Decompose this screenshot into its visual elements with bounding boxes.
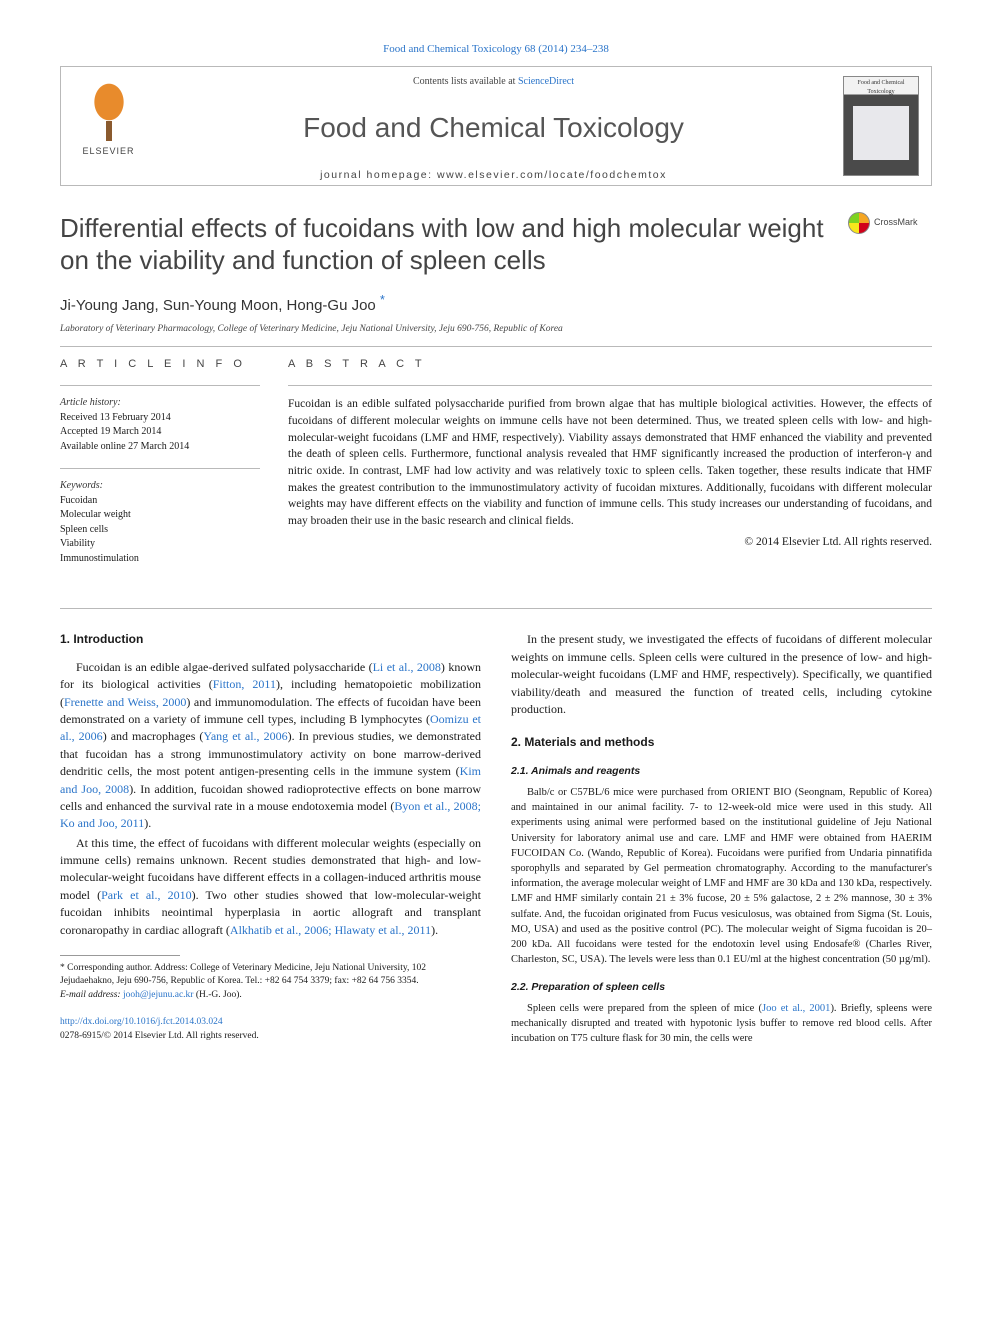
citation-link[interactable]: Joo et al., 2001 [762,1003,830,1014]
article-history-label: Article history: [60,396,260,411]
rule-before-body [60,608,932,609]
authors-names: Ji-Young Jang, Sun-Young Moon, Hong-Gu J… [60,297,376,314]
journal-homepage-url[interactable]: www.elsevier.com/locate/foodchemtox [437,169,667,181]
rule-info [60,385,260,386]
sciencedirect-link[interactable]: ScienceDirect [518,76,574,87]
rule-top [60,346,932,347]
article-info-column: A R T I C L E I N F O Article history: R… [60,357,260,580]
header-center: Contents lists available at ScienceDirec… [156,67,831,185]
citation-link[interactable]: Fitton, 2011 [213,677,276,691]
running-head: Food and Chemical Toxicology 68 (2014) 2… [60,42,932,58]
authors-line: Ji-Young Jang, Sun-Young Moon, Hong-Gu J… [60,291,932,317]
abstract-column: A B S T R A C T Fucoidan is an edible su… [288,357,932,580]
abstract-copyright: © 2014 Elsevier Ltd. All rights reserved… [288,534,932,551]
affiliation: Laboratory of Veterinary Pharmacology, C… [60,323,932,337]
running-head-text[interactable]: Food and Chemical Toxicology 68 (2014) 2… [383,43,609,55]
subsection-2-2-text: Spleen cells were prepared from the sple… [511,1001,932,1047]
intro-paragraph-1: Fucoidan is an edible algae-derived sulf… [60,659,481,833]
email-label: E-mail address: [60,990,123,1000]
citation-link[interactable]: Alkhatib et al., 2006; Hlawaty et al., 2… [230,923,431,937]
article-info-heading: A R T I C L E I N F O [60,357,260,373]
email-footnote: E-mail address: jooh@jejunu.ac.kr (H.-G.… [60,989,481,1002]
intro-paragraph-3: In the present study, we investigated th… [511,631,932,718]
corresponding-symbol[interactable]: * [380,293,385,307]
article-title: Differential effects of fucoidans with l… [60,212,840,277]
corresponding-footnote: * Corresponding author. Address: College… [60,962,481,989]
email-suffix: (H.-G. Joo). [193,990,241,1000]
subsection-2-1-text: Balb/c or C57BL/6 mice were purchased fr… [511,785,932,968]
elsevier-tree-icon [84,81,134,141]
doi-block: http://dx.doi.org/10.1016/j.fct.2014.03.… [60,1016,481,1044]
page-root: Food and Chemical Toxicology 68 (2014) 2… [0,0,992,1088]
section-2-heading: 2. Materials and methods [511,734,932,751]
citation-link[interactable]: Yang et al., 2006 [203,729,287,743]
intro-paragraph-2: At this time, the effect of fucoidans wi… [60,835,481,939]
citation-link[interactable]: Frenette and Weiss, 2000 [64,695,186,709]
contents-lists-line: Contents lists available at ScienceDirec… [164,75,823,90]
section-1-heading: 1. Introduction [60,631,481,648]
doi-link[interactable]: http://dx.doi.org/10.1016/j.fct.2014.03.… [60,1017,223,1027]
journal-homepage-line: journal homepage: www.elsevier.com/locat… [164,168,823,183]
title-row: Differential effects of fucoidans with l… [60,212,932,291]
corr-footnote-label: * Corresponding author. [60,963,154,973]
crossmark-badge[interactable]: CrossMark [848,212,932,234]
article-history-lines: Received 13 February 2014 Accepted 19 Ma… [60,411,260,455]
publisher-logo-cell: ELSEVIER [61,67,156,185]
elsevier-wordmark: ELSEVIER [82,145,134,158]
keywords-block: Keywords: Fucoidan Molecular weight Sple… [60,479,260,566]
issn-copyright: 0278-6915/© 2014 Elsevier Ltd. All right… [60,1031,259,1041]
subsection-2-1-heading: 2.1. Animals and reagents [511,764,932,779]
cover-thumb-art [853,106,909,160]
email-link[interactable]: jooh@jejunu.ac.kr [123,990,193,1000]
citation-link[interactable]: Li et al., 2008 [373,660,441,674]
journal-name: Food and Chemical Toxicology [164,108,823,149]
cover-thumb-cell: Food and Chemical Toxicology [831,67,931,185]
body-two-column: 1. Introduction Fucoidan is an edible al… [60,631,932,1048]
journal-cover-thumbnail[interactable]: Food and Chemical Toxicology [843,76,919,176]
rule-abs [288,385,932,386]
abstract-text: Fucoidan is an edible sulfated polysacch… [288,396,932,529]
rule-keywords [60,468,260,469]
crossmark-label: CrossMark [874,216,918,229]
crossmark-icon [848,212,870,234]
citation-link[interactable]: Park et al., 2010 [101,888,192,902]
footnote-separator [60,955,180,956]
abstract-heading: A B S T R A C T [288,357,932,373]
cover-thumb-title: Food and Chemical Toxicology [846,79,916,96]
keywords-label: Keywords: [60,479,260,494]
keywords-lines: Fucoidan Molecular weight Spleen cells V… [60,494,260,567]
meta-abstract-row: A R T I C L E I N F O Article history: R… [60,357,932,580]
subsection-2-2-heading: 2.2. Preparation of spleen cells [511,980,932,995]
article-history-block: Article history: Received 13 February 20… [60,396,260,454]
elsevier-logo[interactable]: ELSEVIER [69,81,149,171]
journal-header: ELSEVIER Contents lists available at Sci… [60,66,932,186]
